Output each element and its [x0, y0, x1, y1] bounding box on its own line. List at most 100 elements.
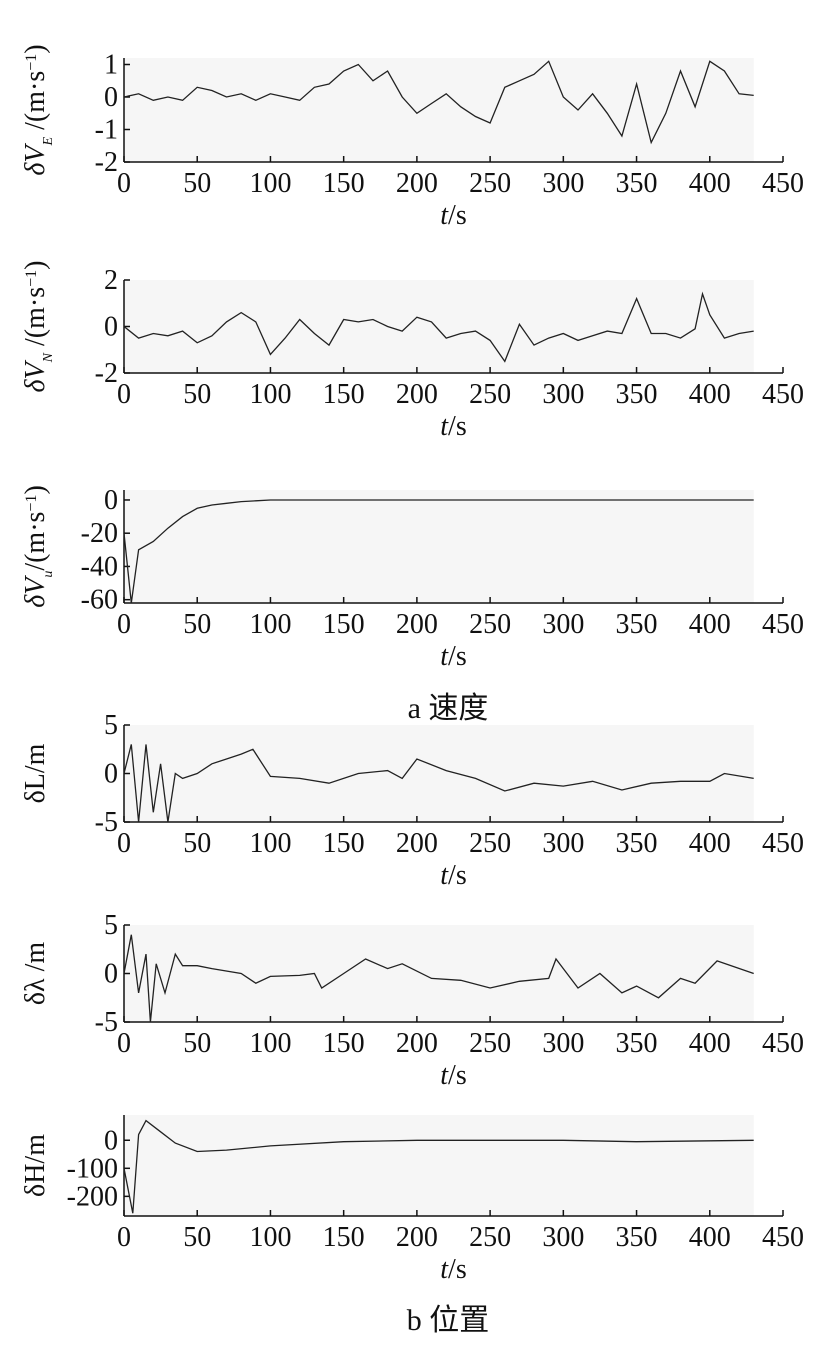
y-label-part: −1: [23, 495, 40, 512]
y-tick-label: 0: [104, 485, 118, 516]
x-label-part: /s: [448, 1254, 467, 1285]
x-tick-label: 450: [762, 379, 804, 410]
plot-background: [124, 1115, 754, 1216]
y-label-part: δV: [20, 359, 51, 392]
y-tick-label: 0: [104, 82, 118, 113]
x-tick-label: 200: [396, 168, 438, 199]
x-tick-label: 100: [249, 379, 291, 410]
y-label-part: /(m·s: [20, 287, 51, 353]
y-label-part: ): [20, 261, 51, 270]
y-tick-label: 5: [104, 910, 118, 941]
x-tick-label: 350: [616, 168, 658, 199]
y-label-part: ): [20, 44, 51, 53]
y-label-part: E: [41, 136, 56, 146]
x-tick-label: 100: [249, 168, 291, 199]
y-label: δVu/(m·s−1): [20, 485, 56, 608]
x-tick-label: 450: [762, 828, 804, 859]
y-tick-label: -5: [95, 1007, 118, 1038]
caption: b 位置: [407, 1304, 490, 1337]
y-tick-label: 0: [104, 312, 118, 343]
x-tick-label: 450: [762, 168, 804, 199]
y-tick-label: 5: [104, 710, 118, 741]
x-tick-label: 400: [689, 379, 731, 410]
x-label-part: /s: [448, 1060, 467, 1091]
x-tick-label: 450: [762, 1028, 804, 1059]
x-tick-label: 200: [396, 828, 438, 859]
y-tick-label: 0: [104, 959, 118, 990]
caption: a 速度: [408, 692, 489, 725]
x-label: t/s: [440, 641, 466, 672]
y-tick-label: -5: [95, 807, 118, 838]
x-tick-label: 450: [762, 609, 804, 640]
y-tick-label: -2: [95, 358, 118, 389]
x-tick-label: 450: [762, 1222, 804, 1253]
y-tick-label: -2: [95, 147, 118, 178]
y-label-part: −1: [23, 54, 40, 71]
data-line: [123, 1119, 754, 1214]
x-label-part: /s: [448, 860, 467, 891]
x-tick-label: 400: [689, 609, 731, 640]
y-label-part: δH/m: [20, 1134, 51, 1197]
plot-background: [124, 725, 754, 822]
y-label: δVN /(m·s−1): [20, 261, 56, 393]
x-tick-label: 50: [183, 1028, 211, 1059]
x-tick-label: 300: [542, 1028, 584, 1059]
plot-background: [124, 280, 754, 373]
y-tick-label: -20: [81, 518, 118, 549]
x-tick-label: 350: [616, 1222, 658, 1253]
x-tick-label: 350: [616, 609, 658, 640]
x-tick-label: 0: [117, 1028, 131, 1059]
x-label: t/s: [440, 200, 466, 231]
y-tick-label: 1: [104, 50, 118, 81]
x-tick-label: 100: [249, 1222, 291, 1253]
y-label: δL/m: [20, 743, 51, 803]
x-tick-label: 400: [689, 828, 731, 859]
x-tick-label: 400: [689, 168, 731, 199]
x-tick-label: 300: [542, 609, 584, 640]
x-tick-label: 300: [542, 379, 584, 410]
y-label-part: /(m·s: [20, 512, 51, 571]
y-label-part: δV: [20, 575, 51, 608]
data-line: [123, 291, 754, 363]
x-tick-label: 150: [323, 379, 365, 410]
y-label-part: u: [41, 571, 56, 578]
data-line: [123, 934, 754, 1023]
x-tick-label: 400: [689, 1222, 731, 1253]
x-tick-label: 200: [396, 379, 438, 410]
y-tick-label: 0: [104, 1125, 118, 1156]
plot-background: [124, 58, 754, 162]
y-tick-label: -200: [67, 1181, 118, 1212]
x-tick-label: 250: [469, 828, 511, 859]
x-label: t/s: [440, 411, 466, 442]
y-label-part: δV: [20, 143, 51, 176]
x-label: t/s: [440, 1060, 466, 1091]
x-tick-label: 400: [689, 1028, 731, 1059]
x-label-part: t: [440, 1254, 449, 1285]
x-tick-label: 0: [117, 379, 131, 410]
x-tick-label: 200: [396, 1028, 438, 1059]
x-tick-label: 50: [183, 1222, 211, 1253]
x-label-part: /s: [448, 641, 467, 672]
x-tick-label: 0: [117, 828, 131, 859]
x-tick-label: 250: [469, 1222, 511, 1253]
x-tick-label: 100: [249, 1028, 291, 1059]
y-label-part: δλ /m: [20, 942, 51, 1006]
y-tick-label: 2: [104, 265, 118, 296]
x-tick-label: 300: [542, 828, 584, 859]
x-tick-label: 150: [323, 828, 365, 859]
data-line: [123, 744, 754, 823]
y-label-part: −1: [23, 270, 40, 287]
data-line: [123, 60, 754, 145]
x-tick-label: 200: [396, 609, 438, 640]
x-tick-label: 150: [323, 168, 365, 199]
x-label-part: t: [440, 411, 449, 442]
x-tick-label: 200: [396, 1222, 438, 1253]
x-label: t/s: [440, 1254, 466, 1285]
y-tick-label: 0: [104, 759, 118, 790]
x-tick-label: 350: [616, 1028, 658, 1059]
x-tick-label: 100: [249, 609, 291, 640]
y-label-part: δL/m: [20, 743, 51, 803]
data-line: [123, 499, 754, 604]
